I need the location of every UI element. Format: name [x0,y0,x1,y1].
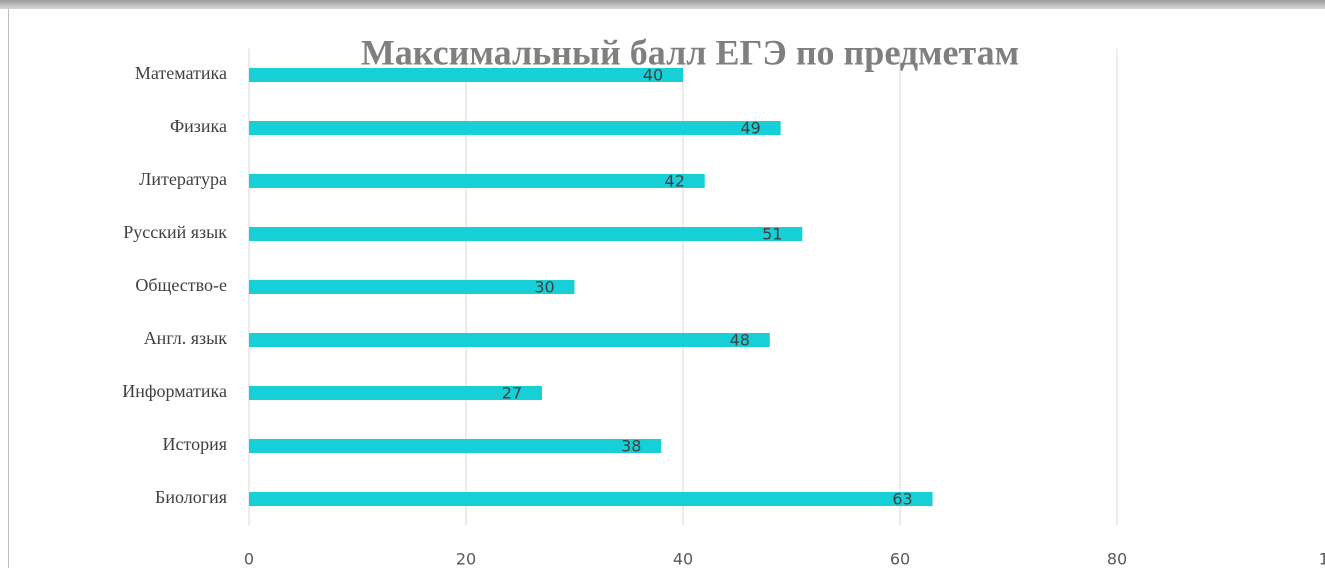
data-label: 38 [621,437,641,456]
bar [249,333,770,347]
data-label: 63 [892,490,912,509]
bar [249,386,542,400]
bar [249,121,781,135]
y-tick-label: Русский язык [123,222,227,242]
x-tick-label: 40 [673,550,693,568]
bar [249,227,803,241]
y-tick-label: Математика [135,63,227,83]
data-label: 40 [643,66,663,85]
data-label: 30 [534,278,554,297]
y-tick-label: Англ. язык [144,328,228,348]
y-tick-label: Информатика [122,381,227,401]
bar [249,68,683,82]
y-tick-label: Литература [139,169,227,189]
x-tick-label: 0 [244,550,254,568]
y-tick-label: История [162,434,227,454]
y-tick-label: Общество-е [135,275,227,295]
bar [249,174,705,188]
bar [249,492,933,506]
chart-title: Максимальный балл ЕГЭ по предметам [361,32,1019,72]
data-label: 49 [740,119,760,138]
data-label: 51 [762,225,782,244]
y-tick-label: Физика [170,116,227,136]
window-band [0,0,1325,9]
data-label: 42 [665,172,685,191]
x-tick-label: 100 [1319,550,1325,568]
data-label: 27 [502,384,522,403]
x-tick-label: 60 [890,550,910,568]
y-tick-label: Биология [155,487,227,507]
bar [249,280,575,294]
bar [249,439,662,453]
x-tick-label: 20 [456,550,476,568]
x-tick-label: 80 [1107,550,1127,568]
data-label: 48 [730,331,750,350]
